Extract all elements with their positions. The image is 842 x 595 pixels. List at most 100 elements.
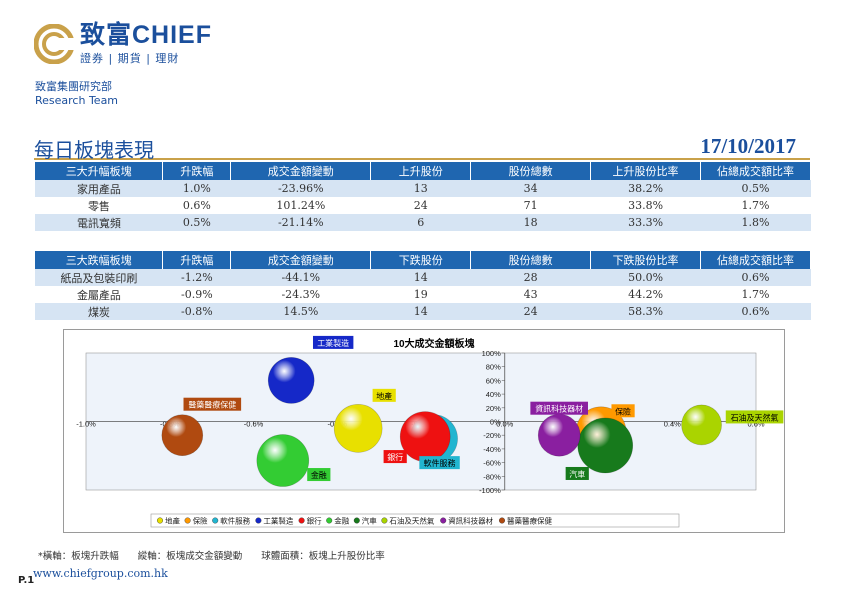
table-header-row: 三大升幅板塊 升跌幅 成交金額變動 上升股份 股份總數 上升股份比率 佔總成交額… bbox=[35, 162, 811, 180]
table-cell: -1.2% bbox=[162, 269, 231, 286]
table-cell: 19 bbox=[370, 286, 471, 303]
top-gainers-table: 三大升幅板塊 升跌幅 成交金額變動 上升股份 股份總數 上升股份比率 佔總成交額… bbox=[35, 162, 811, 231]
legend-entry: 軟件服務 bbox=[220, 516, 250, 526]
bubble-point bbox=[333, 404, 383, 453]
bubble-point bbox=[681, 404, 722, 446]
bubble-label-box bbox=[419, 456, 460, 470]
table-cell: 38.2% bbox=[590, 180, 701, 197]
legend-box bbox=[150, 513, 680, 528]
bubble-label: 資訊科技器材 bbox=[535, 404, 583, 414]
y-tick-label: 20% bbox=[486, 404, 501, 413]
x-tick-label: 0.4% bbox=[664, 420, 681, 429]
table-cell: 24 bbox=[370, 197, 471, 214]
y-tick-label: -80% bbox=[483, 472, 501, 481]
legend-entry: 保險 bbox=[193, 516, 208, 526]
y-tick-label: 80% bbox=[486, 363, 501, 372]
x-tick-label: 0.6% bbox=[747, 420, 764, 429]
bubble-point bbox=[399, 411, 451, 462]
report-date: 17/10/2017 bbox=[700, 134, 796, 158]
y-tick-label: -20% bbox=[483, 431, 501, 440]
table-cell: 14 bbox=[370, 269, 471, 286]
table-cell: -44.1% bbox=[230, 269, 371, 286]
legend-entry: 汽車 bbox=[362, 516, 377, 526]
y-tick-label: 60% bbox=[486, 376, 501, 385]
legend-marker bbox=[326, 517, 333, 524]
legend-marker bbox=[156, 517, 163, 524]
table-cell: 紙品及包裝印刷 bbox=[35, 269, 163, 286]
table-header-cell: 佔總成交額比率 bbox=[700, 162, 811, 180]
legend-marker bbox=[298, 517, 305, 524]
table-row: 電訊寬頻 0.5% -21.14% 6 18 33.3% 1.8% bbox=[35, 214, 811, 231]
table-header-cell: 下跌股份比率 bbox=[590, 251, 702, 269]
brand-name: 致富CHIEF bbox=[80, 21, 213, 49]
table-cell: 1.7% bbox=[700, 197, 811, 214]
table-cell: 金屬產品 bbox=[35, 286, 163, 303]
legend-marker bbox=[255, 517, 262, 524]
bubble-label-box bbox=[183, 397, 242, 411]
table-cell: 28 bbox=[470, 269, 591, 286]
table-cell: 18 bbox=[470, 214, 591, 231]
page-number: P.1 bbox=[18, 575, 35, 586]
logo-swirl-icon bbox=[33, 23, 76, 65]
website-link[interactable]: www.chiefgroup.com.hk bbox=[33, 567, 168, 580]
bubble-chart-frame: 10大成交金額板塊 100% 80% 60% 40% 20% 0% -20% -40% -60%… bbox=[63, 329, 785, 533]
bubble-label-box bbox=[372, 388, 396, 402]
bubble-point bbox=[537, 413, 581, 457]
bubble-point bbox=[577, 417, 634, 474]
bubble-label-box bbox=[307, 468, 331, 482]
table-cell: 33.8% bbox=[590, 197, 701, 214]
legend-marker bbox=[381, 517, 388, 524]
x-tick-label: -0.6% bbox=[244, 420, 264, 429]
x-tick-label: -1.0% bbox=[76, 420, 96, 429]
legend-entry: 地產 bbox=[165, 516, 180, 526]
bubble-label-box bbox=[565, 466, 589, 480]
bubble-label: 地產 bbox=[376, 391, 392, 401]
table-cell: 101.24% bbox=[230, 197, 371, 214]
top-losers-table: 三大跌幅板塊 升跌幅 成交金額變動 下跌股份 股份總數 下跌股份比率 佔總成交額… bbox=[35, 251, 811, 320]
table-header-cell: 升跌幅 bbox=[162, 162, 232, 180]
table-cell: 1.7% bbox=[700, 286, 811, 303]
table-header-cell: 上升股份 bbox=[370, 162, 472, 180]
table-cell: 0.6% bbox=[700, 303, 811, 320]
chart-footnote: *橫軸：板塊升跌幅 縱軸：板塊成交金額變動 球體面積：板塊上升股份比率 bbox=[38, 551, 385, 562]
bubble-label: 石油及天然氣 bbox=[731, 412, 779, 422]
bubble-chart: 10大成交金額板塊 100% 80% 60% 40% 20% 0% -20% -40% -60%… bbox=[76, 335, 784, 528]
table-row: 零售 0.6% 101.24% 24 71 33.8% 1.7% bbox=[35, 197, 811, 214]
table-cell: 71 bbox=[470, 197, 591, 214]
table-cell: 0.6% bbox=[162, 197, 231, 214]
table-cell: 煤炭 bbox=[35, 303, 163, 320]
table-header-cell: 下跌股份 bbox=[370, 251, 472, 269]
legend-entry: 石油及天然氣 bbox=[389, 516, 434, 526]
table-cell: 14.5% bbox=[230, 303, 371, 320]
department-en: Research Team bbox=[35, 94, 119, 107]
table-cell: 家用產品 bbox=[35, 180, 163, 197]
table-cell: 6 bbox=[370, 214, 471, 231]
table-cell: 13 bbox=[370, 180, 471, 197]
brand-subtitle: 證券 | 期貨 | 理財 bbox=[80, 52, 180, 65]
table-header-cell: 佔總成交額比率 bbox=[700, 251, 811, 269]
y-tick-label: 40% bbox=[486, 390, 501, 399]
page-title: 每日板塊表現 bbox=[34, 138, 154, 162]
legend-marker bbox=[440, 517, 447, 524]
table-cell: 43 bbox=[470, 286, 591, 303]
table-row: 紙品及包裝印刷 -1.2% -44.1% 14 28 50.0% 0.6% bbox=[35, 269, 811, 286]
bubble-label: 銀行 bbox=[387, 452, 403, 462]
bubble-label: 金融 bbox=[311, 470, 327, 480]
table-cell: 24 bbox=[470, 303, 591, 320]
table-cell: 34 bbox=[470, 180, 591, 197]
chart-title: 10大成交金額板塊 bbox=[393, 337, 474, 350]
bubble-point bbox=[267, 357, 315, 404]
y-tick-label: -100% bbox=[479, 486, 501, 495]
table-header-cell: 股份總數 bbox=[470, 251, 592, 269]
bubble-label-box bbox=[725, 410, 784, 424]
y-tick-label: -60% bbox=[483, 459, 501, 468]
company-logo: 致富CHIEF 證券 | 期貨 | 理財 bbox=[33, 21, 213, 66]
table-cell: 電訊寬頻 bbox=[35, 214, 163, 231]
table-header-row: 三大跌幅板塊 升跌幅 成交金額變動 下跌股份 股份總數 下跌股份比率 佔總成交額… bbox=[35, 251, 811, 269]
table-cell: 1.0% bbox=[162, 180, 231, 197]
table-cell: 44.2% bbox=[590, 286, 701, 303]
table-header-cell: 三大跌幅板塊 bbox=[35, 251, 164, 269]
table-cell: -24.3% bbox=[230, 286, 371, 303]
bubble-label: 軟件服務 bbox=[424, 458, 456, 468]
